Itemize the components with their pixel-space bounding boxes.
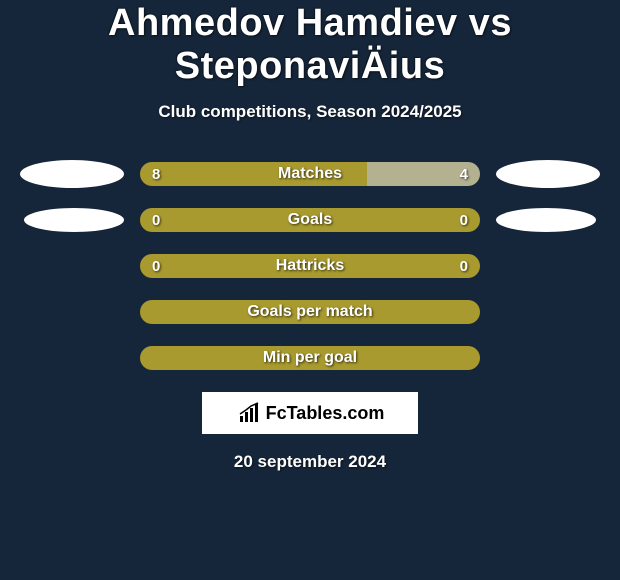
bar-chart-icon [236, 402, 264, 424]
stat-bar: 00Hattricks [140, 254, 480, 278]
stat-row: 00Hattricks [0, 254, 620, 278]
stat-bar: Goals per match [140, 300, 480, 324]
stat-row: 84Matches [0, 162, 620, 186]
brand-inner: FcTables.com [236, 402, 385, 424]
stat-row: Min per goal [0, 346, 620, 370]
page-title: Ahmedov Hamdiev vs SteponaviÄius [0, 2, 620, 88]
stat-label: Min per goal [140, 346, 480, 370]
stat-bar: Min per goal [140, 346, 480, 370]
player-ellipse-right [496, 160, 600, 188]
subtitle: Club competitions, Season 2024/2025 [0, 102, 620, 122]
player-ellipse-left [24, 208, 124, 232]
ellipse-spacer [20, 252, 124, 280]
stat-row: Goals per match [0, 300, 620, 324]
stat-label: Hattricks [140, 254, 480, 278]
stat-bar: 84Matches [140, 162, 480, 186]
stat-label: Matches [140, 162, 480, 186]
date-text: 20 september 2024 [0, 452, 620, 472]
ellipse-spacer [496, 344, 600, 372]
stat-label: Goals per match [140, 300, 480, 324]
player-ellipse-right [496, 208, 596, 232]
brand-box: FcTables.com [202, 392, 418, 434]
ellipse-spacer [20, 298, 124, 326]
stat-rows: 84Matches 00Goals 00Hattricks Goals per mat… [0, 162, 620, 370]
ellipse-spacer [20, 344, 124, 372]
stat-label: Goals [140, 208, 480, 232]
brand-text: FcTables.com [266, 403, 385, 424]
stat-bar: 00Goals [140, 208, 480, 232]
ellipse-spacer [496, 252, 600, 280]
player-ellipse-left [20, 160, 124, 188]
ellipse-spacer [496, 298, 600, 326]
stats-card: Ahmedov Hamdiev vs SteponaviÄius Club co… [0, 0, 620, 472]
stat-row: 00Goals [0, 208, 620, 232]
